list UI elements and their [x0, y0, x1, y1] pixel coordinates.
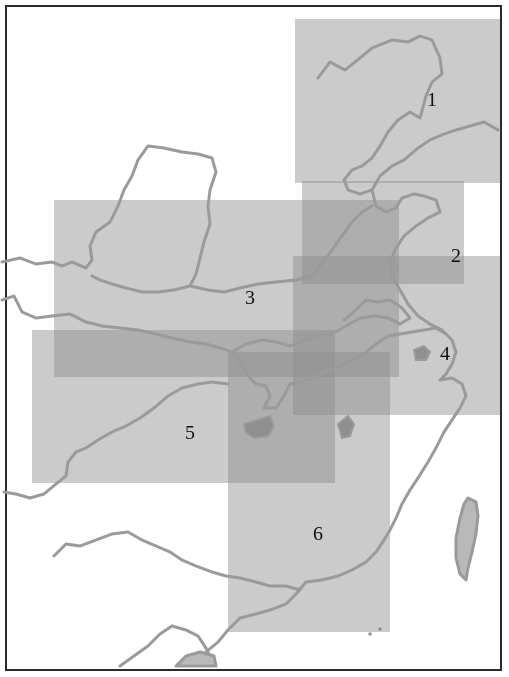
south-river-line [2, 380, 230, 500]
region-1-label: 1 [427, 89, 437, 111]
region-5-label: 5 [185, 422, 195, 444]
yangtze-river-line [0, 294, 448, 410]
huai-river-line [230, 298, 412, 354]
yellow-river-line [0, 144, 374, 294]
taiwan-island [454, 496, 480, 582]
small-island-dot [368, 632, 372, 636]
southwest-border-line [118, 624, 214, 668]
map-lines [0, 34, 500, 668]
region-5-rect[interactable] [32, 330, 335, 483]
hainan-island [174, 650, 218, 668]
region-labels: 1 2 3 4 5 6 [185, 89, 461, 545]
poyang-lake [336, 414, 356, 440]
region-2-rect[interactable] [302, 181, 464, 284]
region-3-rect[interactable] [54, 200, 399, 377]
southern-border-line [52, 530, 302, 592]
northeast-coast-line [316, 34, 500, 196]
region-1-rect[interactable] [295, 19, 500, 183]
region-6-label: 6 [313, 523, 323, 545]
region-2-label: 2 [451, 245, 461, 267]
taihu-lake [412, 344, 432, 361]
region-6-rect[interactable] [228, 352, 390, 632]
small-island-dot [378, 627, 382, 631]
region-4-label: 4 [440, 343, 450, 365]
region-3-label: 3 [245, 287, 255, 309]
bohai-coast-line [194, 188, 468, 664]
dongting-lake [242, 414, 276, 440]
